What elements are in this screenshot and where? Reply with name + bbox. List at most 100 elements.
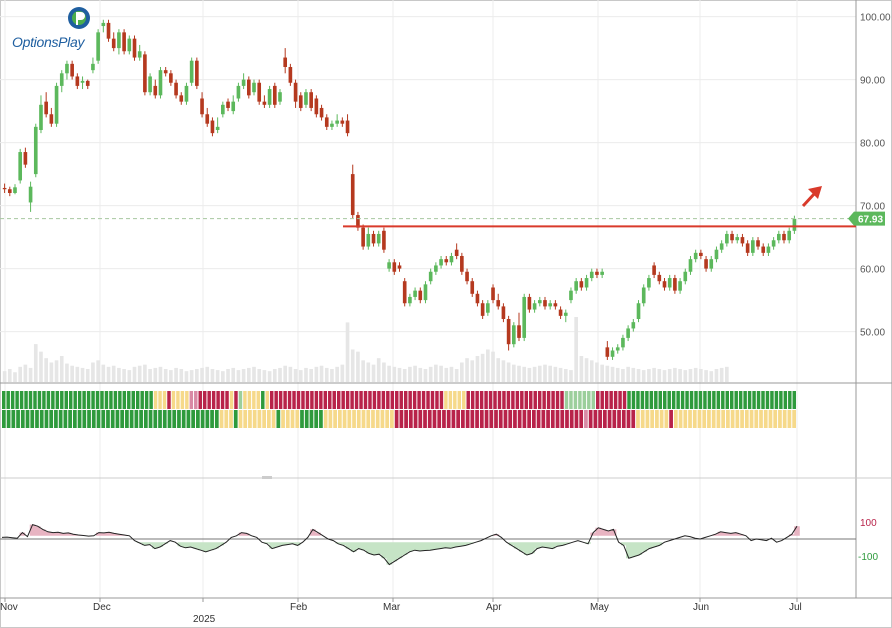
signal-cell xyxy=(550,410,555,428)
signal-cell xyxy=(261,391,265,409)
signal-cell xyxy=(640,410,645,428)
signal-cell xyxy=(248,410,252,428)
volume-bar xyxy=(75,366,80,382)
candle-body xyxy=(65,63,69,74)
volume-bar xyxy=(688,369,693,382)
candle-body xyxy=(246,79,251,96)
signal-cell xyxy=(295,410,300,428)
trend-arrow-icon xyxy=(801,186,822,208)
signal-cell xyxy=(738,391,743,409)
candle-body xyxy=(693,252,698,260)
volume-bar xyxy=(600,364,604,382)
candle-body xyxy=(704,259,708,269)
volume-bar xyxy=(408,366,412,382)
signal-cell xyxy=(135,391,140,409)
signal-cell xyxy=(229,410,233,428)
signal-cell xyxy=(779,391,783,409)
candle-body xyxy=(532,303,537,310)
signal-cell xyxy=(25,410,30,428)
time-tick-label: Mar xyxy=(383,602,401,613)
signal-cell xyxy=(423,410,427,428)
candle-body xyxy=(96,32,100,61)
price-tick-label: 100.00 xyxy=(860,13,891,24)
signal-cell xyxy=(216,391,220,409)
volume-bar xyxy=(174,367,178,382)
candle-body xyxy=(475,293,480,304)
signal-cell xyxy=(546,391,551,409)
signal-cell xyxy=(143,410,148,428)
signal-cell xyxy=(301,391,305,409)
signal-cell xyxy=(342,410,347,428)
signal-cell xyxy=(498,410,503,428)
signal-cell xyxy=(560,410,565,428)
signal-cell xyxy=(621,410,626,428)
candle-body xyxy=(522,296,527,338)
candle-body xyxy=(673,278,677,291)
signal-cell xyxy=(172,410,177,428)
candle-body xyxy=(257,82,262,102)
signal-cell xyxy=(77,391,82,409)
candle-body xyxy=(2,187,7,190)
signal-cell xyxy=(72,410,77,428)
signal-cell xyxy=(408,391,412,409)
signal-cell xyxy=(399,391,403,409)
volume-bar xyxy=(392,366,397,382)
signal-cell xyxy=(546,410,550,428)
candle-body xyxy=(486,303,490,313)
volume-bar xyxy=(309,369,313,382)
signal-cell xyxy=(44,410,49,428)
signal-cell xyxy=(457,391,462,409)
candle-body xyxy=(662,281,667,288)
volume-bar xyxy=(49,362,54,382)
candle-body xyxy=(49,114,54,124)
signal-cell xyxy=(721,391,725,409)
signal-heatmap xyxy=(2,391,796,479)
volume-bar xyxy=(324,367,329,382)
candle-body xyxy=(615,347,620,351)
signal-cell xyxy=(106,410,110,428)
signal-cell xyxy=(180,391,185,409)
volume-bar xyxy=(13,372,17,382)
signal-cell xyxy=(368,391,372,409)
candle-body xyxy=(13,187,17,193)
candle-body xyxy=(756,240,760,247)
volume-bar xyxy=(304,367,308,382)
candle-body xyxy=(371,233,376,244)
signal-cell xyxy=(127,391,131,409)
volume-bar xyxy=(709,371,714,382)
candle-body xyxy=(569,290,573,301)
volume-bar xyxy=(470,360,475,382)
signal-cell xyxy=(276,410,281,428)
signal-cell xyxy=(484,410,489,428)
volume-bar xyxy=(475,356,480,382)
volume-bar xyxy=(221,371,225,382)
signal-cell xyxy=(725,391,730,409)
volume-bar xyxy=(33,344,38,382)
candle-body xyxy=(491,287,495,301)
volume-bar xyxy=(693,367,698,382)
candle-body xyxy=(527,296,532,310)
signal-cell xyxy=(211,391,216,409)
volume-bar xyxy=(137,365,142,382)
volume-bar xyxy=(335,366,339,382)
volume-bar xyxy=(96,360,100,382)
candle-body xyxy=(195,60,199,86)
oscillator-tick-label: -100 xyxy=(858,552,878,563)
volume-bar xyxy=(262,370,267,382)
signal-cell xyxy=(271,410,276,428)
volume-bar xyxy=(283,365,288,382)
volume-bar xyxy=(7,369,12,382)
signal-cell xyxy=(680,391,685,409)
volume-bar xyxy=(506,362,511,382)
candle-body xyxy=(75,76,80,86)
signal-cell xyxy=(560,391,564,409)
signal-cell xyxy=(451,410,456,428)
candle-body xyxy=(44,101,48,115)
signal-cell xyxy=(659,410,664,428)
signal-cell xyxy=(33,391,37,409)
candle-body xyxy=(460,256,464,272)
candle-body xyxy=(122,32,126,52)
volume-bar xyxy=(543,364,547,382)
signal-cell xyxy=(470,410,475,428)
